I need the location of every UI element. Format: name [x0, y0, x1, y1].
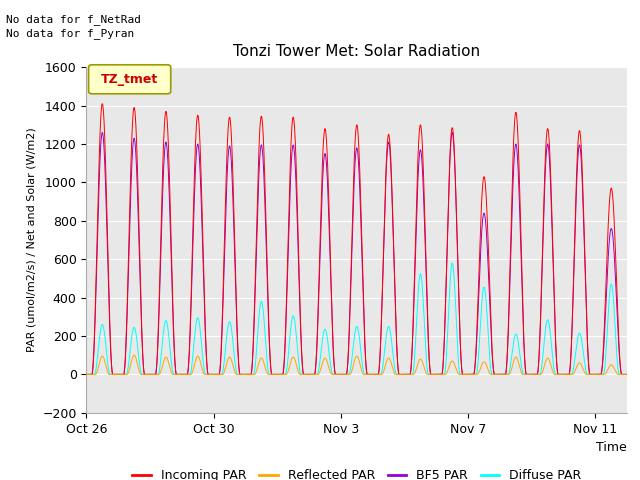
Title: Tonzi Tower Met: Solar Radiation: Tonzi Tower Met: Solar Radiation — [233, 44, 481, 59]
X-axis label: Time: Time — [596, 441, 627, 454]
Text: No data for f_NetRad
No data for f_Pyran: No data for f_NetRad No data for f_Pyran — [6, 14, 141, 39]
Legend: Incoming PAR, Reflected PAR, BF5 PAR, Diffuse PAR: Incoming PAR, Reflected PAR, BF5 PAR, Di… — [127, 464, 586, 480]
Y-axis label: PAR (umol/m2/s) / Net and Solar (W/m2): PAR (umol/m2/s) / Net and Solar (W/m2) — [27, 128, 36, 352]
Text: TZ_tmet: TZ_tmet — [101, 73, 158, 86]
